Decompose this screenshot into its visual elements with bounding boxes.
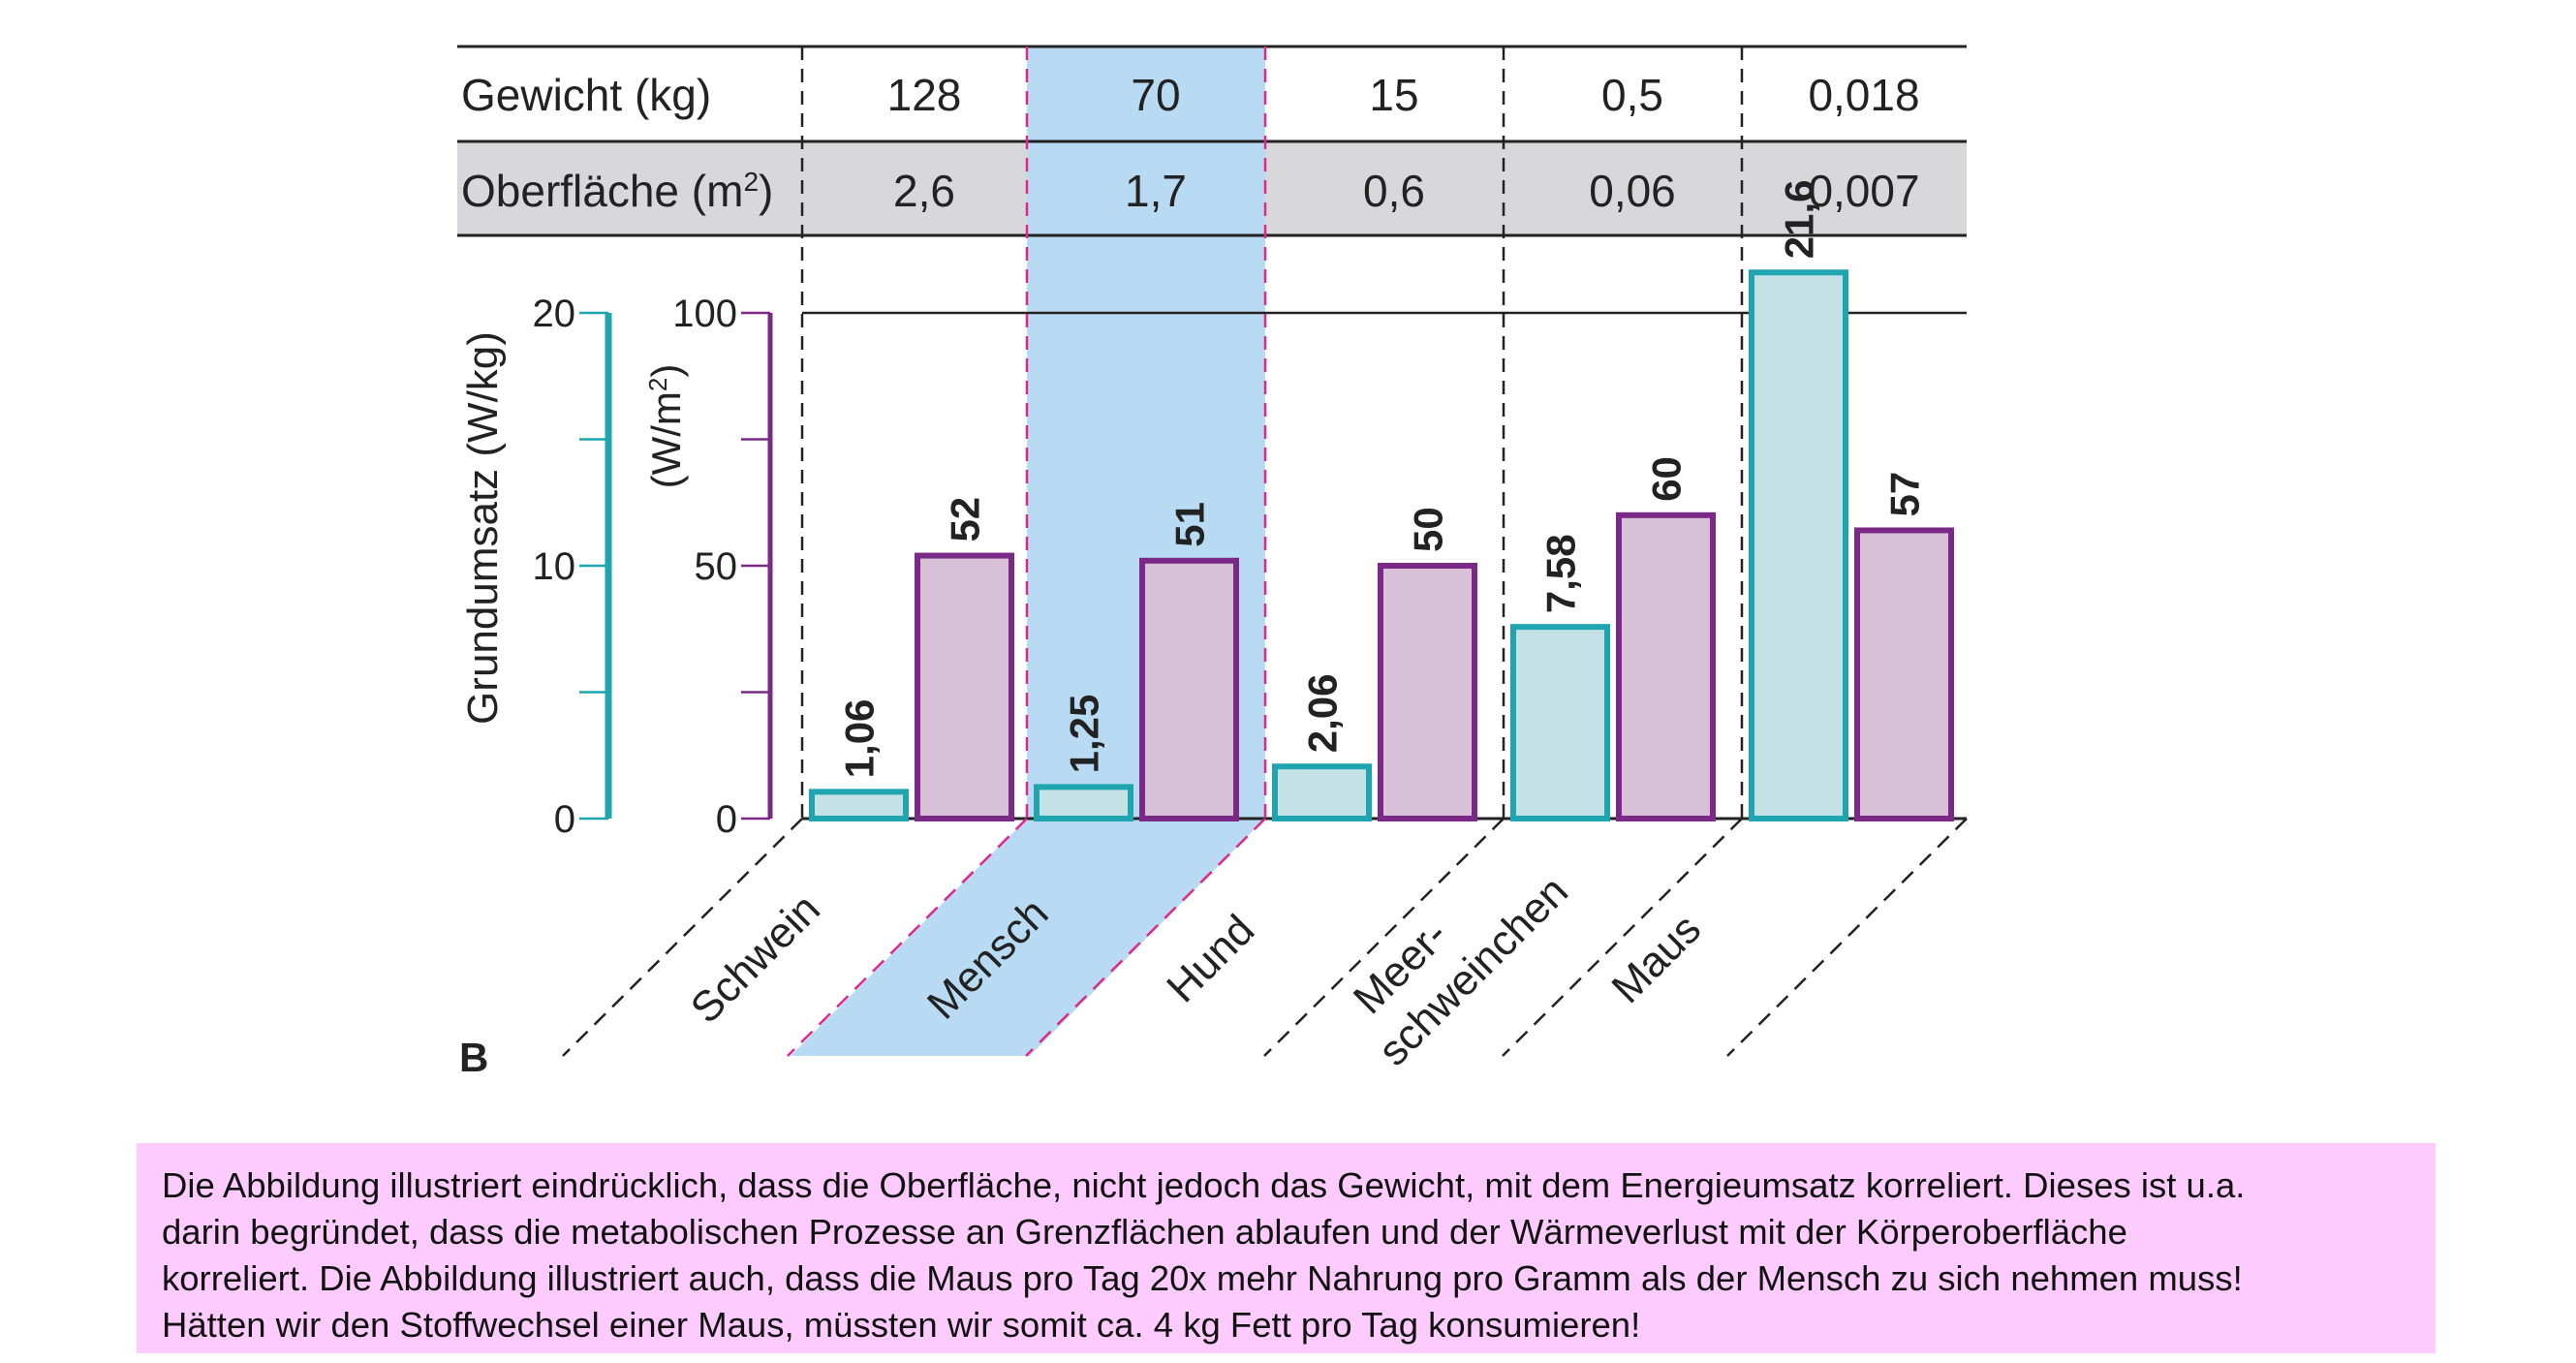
category-label: Schwein — [682, 885, 829, 1033]
right-axis-tick-label: 100 — [672, 293, 737, 335]
bar-per-kg — [1510, 624, 1610, 821]
perspective-divider — [1263, 818, 1505, 1057]
caption-line: Hätten wir den Stoffwechsel einer Maus, … — [162, 1305, 1641, 1345]
table-row-label: Gewicht (kg) — [461, 70, 711, 120]
table-shaded-row-band — [1027, 141, 1265, 235]
bar-label-per-m2: 51 — [1167, 502, 1213, 547]
left-axis-tick-label: 0 — [554, 798, 575, 841]
bar-per-m2 — [1378, 563, 1477, 821]
perspective-divider — [562, 818, 803, 1057]
table-cell: 0,018 — [1808, 70, 1919, 120]
table-cell: 0,007 — [1808, 166, 1919, 216]
perspective-divider — [787, 818, 1028, 1057]
bar-label-per-kg: 7,58 — [1538, 534, 1584, 613]
bar-per-kg — [1749, 269, 1848, 821]
bar-label-per-kg: 21,6 — [1777, 179, 1822, 259]
caption-line: Die Abbildung illustriert eindrücklich, … — [162, 1165, 2246, 1205]
caption-line: korreliert. Die Abbildung illustriert au… — [162, 1258, 2243, 1298]
table-cell: 128 — [887, 70, 962, 120]
perspective-divider — [1502, 818, 1743, 1057]
table-cell: 2,6 — [893, 166, 955, 216]
left-axis-label: Grundumsatz (W/kg) — [459, 331, 507, 725]
table-cell: 1,7 — [1125, 166, 1187, 216]
bar-label-per-m2: 52 — [943, 497, 988, 542]
table-row-label: Oberfläche (m2) — [461, 166, 773, 216]
bar-per-m2 — [1616, 511, 1716, 821]
caption-line: darin begründet, dass die metabolischen … — [162, 1212, 2127, 1252]
bar-label-per-m2: 60 — [1644, 456, 1690, 502]
table-cell: 15 — [1369, 70, 1418, 120]
perspective-divider — [1726, 818, 1968, 1057]
right-axis-tick-label: 0 — [716, 798, 737, 841]
panel-label: B — [459, 1035, 488, 1080]
bar-per-kg — [1272, 763, 1372, 822]
bar-label-per-kg: 1,25 — [1062, 695, 1107, 774]
perspective-divider — [1025, 818, 1266, 1057]
table-cell: 0,5 — [1601, 70, 1663, 120]
bar-per-kg — [1034, 784, 1133, 821]
left-axis-tick-label: 20 — [533, 293, 576, 335]
category-label: Hund — [1158, 906, 1263, 1011]
bar-label-per-m2: 50 — [1406, 507, 1451, 552]
bar-per-kg — [809, 789, 909, 821]
bar-label-per-kg: 1,06 — [837, 699, 883, 779]
left-axis-tick-label: 10 — [533, 545, 576, 588]
table-cell: 0,6 — [1363, 166, 1425, 216]
table-cell: 0,06 — [1589, 166, 1676, 216]
category-label: Maus — [1602, 905, 1710, 1012]
bar-label-per-m2: 57 — [1882, 472, 1928, 517]
bar-label-per-kg: 2,06 — [1300, 673, 1346, 753]
bar-per-m2 — [915, 552, 1014, 821]
metabolic-rate-chart: Gewicht (kg) 128 70 15 0,5 0,018 Oberfläche (m… — [457, 45, 1968, 1080]
bar-per-m2 — [1139, 557, 1239, 822]
right-axis-tick-label: 50 — [695, 545, 738, 588]
right-axis-label: (W/m2) — [643, 364, 689, 489]
bar-per-m2 — [1854, 527, 1954, 822]
caption-box: Die Abbildung illustriert eindrücklich, … — [137, 1143, 2436, 1353]
table-cell: 70 — [1131, 70, 1180, 120]
